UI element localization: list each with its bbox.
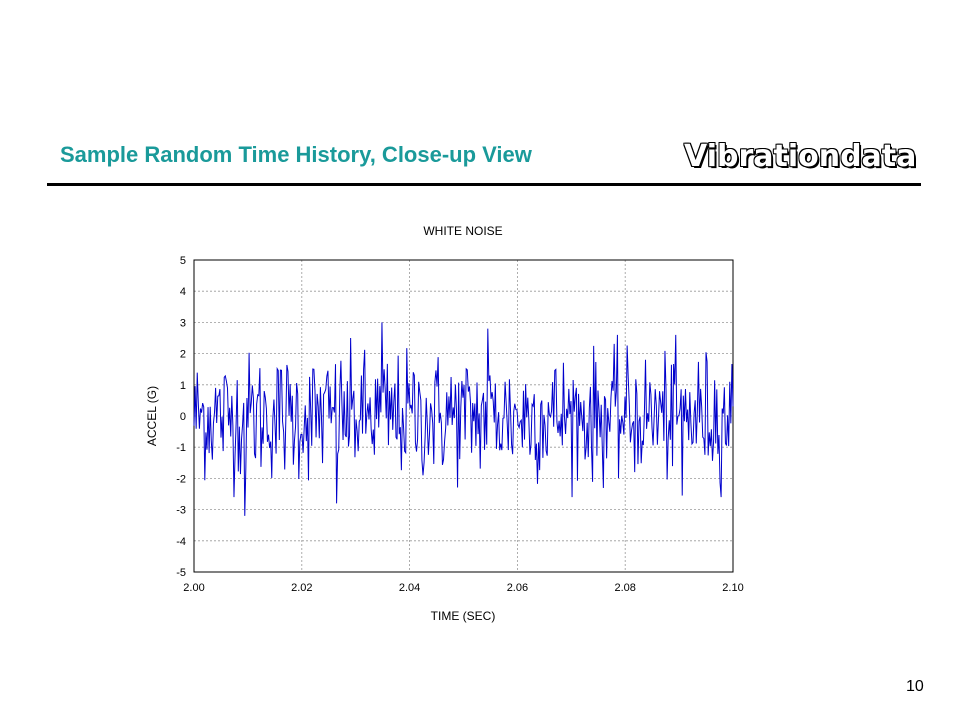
y-axis-title: ACCEL (G) (145, 386, 159, 446)
x-tick-label: 2.02 (291, 582, 312, 594)
y-tick-label: 5 (180, 255, 186, 267)
slide-title: Sample Random Time History, Close-up Vie… (60, 142, 532, 167)
brand-logo: Vibrationdata (684, 139, 917, 174)
x-tick-label: 2.08 (614, 582, 635, 594)
y-tick-label: -3 (176, 505, 186, 517)
y-tick-label: 4 (180, 286, 186, 298)
y-tick-label: -5 (176, 567, 186, 579)
y-tick-label: 3 (180, 317, 186, 329)
y-tick-label: 1 (180, 380, 186, 392)
x-tick-label: 2.00 (183, 582, 204, 594)
x-tick-label: 2.04 (399, 582, 420, 594)
y-tick-label: 0 (180, 411, 186, 423)
series-group (193, 322, 734, 516)
chart-title: WHITE NOISE (423, 224, 502, 238)
y-tick-label: 2 (180, 349, 186, 361)
x-tick-label: 2.06 (507, 582, 528, 594)
y-tick-labels: 5 4 3 2 1 0 -1 -2 -3 -4 -5 (176, 255, 186, 579)
y-tick-label: -4 (176, 536, 186, 548)
y-tick-label: -1 (176, 442, 186, 454)
y-tick-label: -2 (176, 473, 186, 485)
series-line (193, 322, 734, 516)
page-number: 10 (906, 678, 924, 695)
x-axis-title: TIME (SEC) (431, 609, 496, 623)
header-divider (47, 183, 921, 186)
x-tick-labels: 2.00 2.02 2.04 2.06 2.08 2.10 (183, 582, 743, 594)
grid (194, 260, 733, 572)
x-tick-label: 2.10 (722, 582, 743, 594)
